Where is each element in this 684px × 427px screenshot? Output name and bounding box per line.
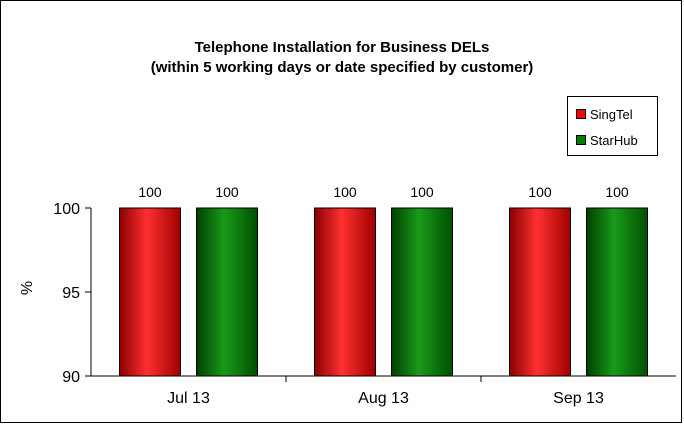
chart-legend: SingTel StarHub	[567, 96, 658, 156]
data-label: 100	[528, 184, 552, 200]
y-tick-label: 95	[62, 285, 80, 302]
legend-swatch-starhub	[576, 135, 586, 145]
y-tick-label: 90	[62, 369, 80, 386]
data-label: 100	[410, 184, 434, 200]
data-label: 100	[138, 184, 162, 200]
legend-label-starhub: StarHub	[590, 132, 638, 148]
x-tick-label: Jul 13	[167, 390, 210, 407]
legend-label-singtel: SingTel	[590, 106, 633, 122]
legend-item-singtel: SingTel	[576, 106, 633, 122]
data-label: 100	[333, 184, 357, 200]
bar-singtel-jul-13	[119, 207, 181, 377]
chart-subtitle: (within 5 working days or date specified…	[150, 59, 534, 76]
legend-item-starhub: StarHub	[576, 132, 638, 148]
bar-starhub-sep-13	[586, 207, 648, 377]
data-label: 100	[605, 184, 629, 200]
bar-singtel-sep-13	[509, 207, 571, 377]
bar-starhub-aug-13	[391, 207, 453, 377]
chart-title: Telephone Installation for Business DELs	[194, 39, 490, 56]
bar-singtel-aug-13	[314, 207, 376, 377]
bar-starhub-jul-13	[196, 207, 258, 377]
y-tick-label: 100	[53, 201, 80, 218]
x-tick-label: Aug 13	[358, 390, 409, 407]
y-axis-label: %	[19, 281, 36, 295]
data-label: 100	[215, 184, 239, 200]
legend-swatch-singtel	[576, 109, 586, 119]
x-tick-label: Sep 13	[553, 390, 604, 407]
